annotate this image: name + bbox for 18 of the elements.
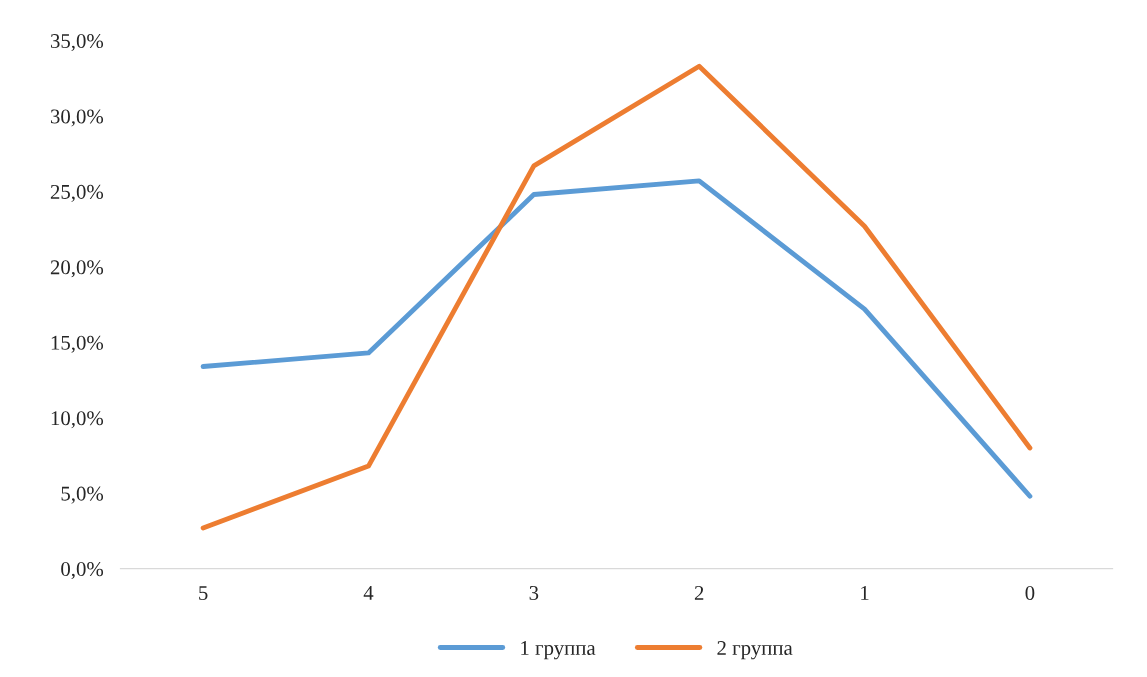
line-series	[200, 63, 1033, 531]
y-tick-label: 25,0%	[50, 184, 104, 202]
y-tick-label: 5,0%	[61, 486, 104, 504]
y-tick-label: 10,0%	[51, 411, 104, 429]
y-tick-label: 20,0%	[50, 260, 104, 278]
line-series	[200, 178, 1033, 499]
y-tick-label: 0,0%	[61, 562, 104, 580]
y-tick-label: 35,0%	[50, 33, 104, 52]
legend-label: 1 группа	[521, 641, 596, 660]
x-tick-label: 3	[529, 586, 539, 601]
x-tick-label: 4	[363, 586, 374, 600]
x-tick-label: 2	[694, 586, 704, 600]
x-tick-label: 0	[1025, 585, 1035, 601]
x-tick-label: 5	[199, 586, 208, 601]
y-tick-label: 15,0%	[51, 335, 104, 353]
x-tick-label: 1	[861, 586, 869, 600]
y-tick-label: 30,0%	[50, 109, 104, 127]
legend-label: 2 группа	[717, 641, 793, 660]
